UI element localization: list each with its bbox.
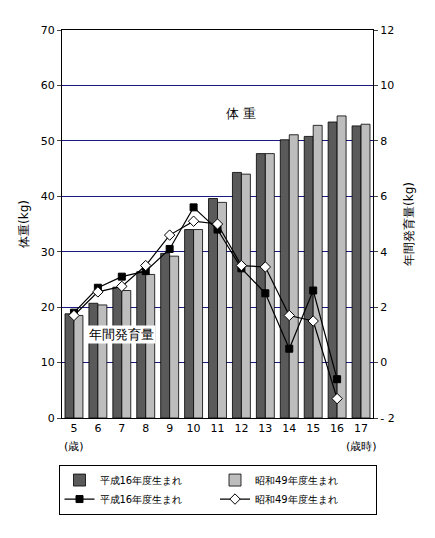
- svg-text:年間発育量: 年間発育量: [89, 327, 154, 342]
- svg-text:8: 8: [142, 422, 149, 435]
- svg-text:7: 7: [118, 422, 125, 435]
- svg-text:16: 16: [330, 422, 344, 435]
- svg-text:6: 6: [380, 190, 387, 203]
- svg-text:昭和49年度生まれ: 昭和49年度生まれ: [255, 494, 338, 505]
- svg-text:体重(kg): 体重(kg): [17, 200, 31, 248]
- svg-text:平成16年度生まれ: 平成16年度生まれ: [100, 475, 183, 486]
- svg-text:- 2: - 2: [380, 412, 394, 425]
- svg-text:9: 9: [166, 422, 173, 435]
- svg-text:10: 10: [187, 422, 201, 435]
- svg-text:20: 20: [41, 301, 55, 314]
- svg-text:8: 8: [380, 135, 387, 148]
- svg-text:12: 12: [234, 422, 248, 435]
- svg-text:5: 5: [70, 422, 77, 435]
- svg-text:12: 12: [380, 24, 394, 37]
- svg-text:0: 0: [48, 412, 55, 425]
- svg-text:60: 60: [41, 79, 55, 92]
- svg-text:70: 70: [41, 24, 55, 37]
- svg-text:17: 17: [354, 422, 368, 435]
- svg-text:体 重: 体 重: [226, 106, 256, 121]
- svg-text:(歳): (歳): [64, 440, 84, 453]
- svg-text:4: 4: [380, 246, 387, 259]
- svg-text:10: 10: [380, 79, 394, 92]
- svg-text:15: 15: [306, 422, 320, 435]
- svg-text:50: 50: [41, 135, 55, 148]
- svg-text:40: 40: [41, 190, 55, 203]
- svg-text:6: 6: [94, 422, 101, 435]
- svg-text:年間発育量(kg): 年間発育量(kg): [402, 182, 416, 266]
- svg-text:30: 30: [41, 246, 55, 259]
- svg-text:11: 11: [211, 422, 225, 435]
- svg-text:14: 14: [282, 422, 296, 435]
- svg-text:0: 0: [380, 356, 387, 369]
- svg-text:13: 13: [258, 422, 272, 435]
- svg-text:昭和49年度生まれ: 昭和49年度生まれ: [255, 475, 338, 486]
- svg-text:2: 2: [380, 301, 387, 314]
- svg-text:(歳時): (歳時): [346, 440, 377, 453]
- svg-text:10: 10: [41, 356, 55, 369]
- svg-text:平成16年度生まれ: 平成16年度生まれ: [100, 494, 183, 505]
